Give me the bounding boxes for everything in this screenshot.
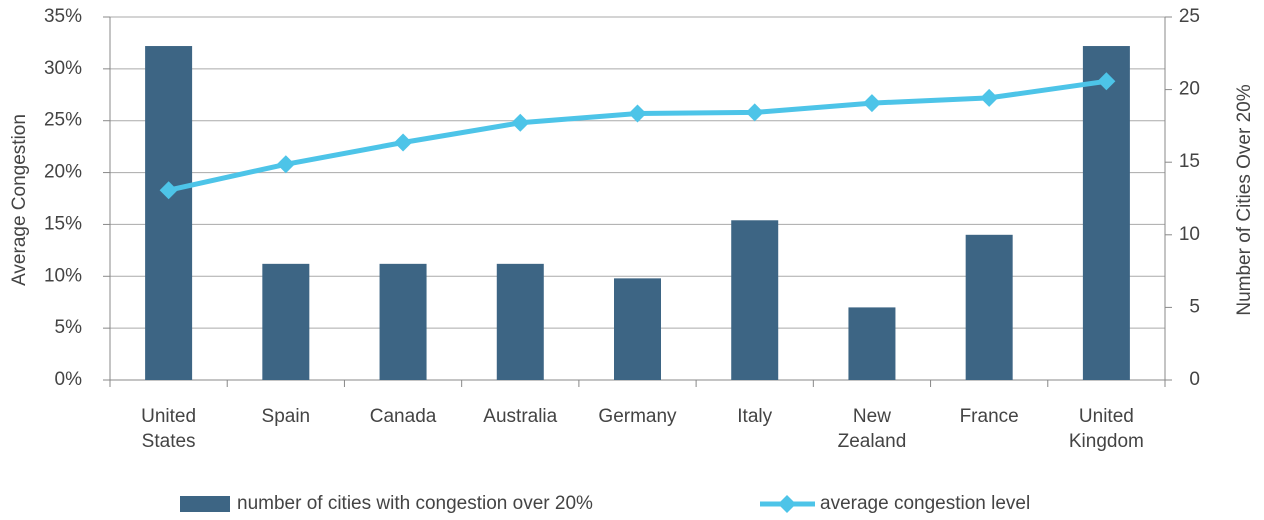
marker <box>628 104 647 123</box>
marker <box>1097 72 1116 91</box>
bar <box>1082 46 1130 380</box>
legend-label: number of cities with congestion over 20… <box>237 493 593 514</box>
x-tick-label: New Zealand <box>837 406 907 452</box>
legend-marker <box>778 495 796 513</box>
y2-tick-label: 0 <box>1189 369 1200 390</box>
marker <box>745 103 764 122</box>
x-tick-label: United States <box>141 406 197 452</box>
line <box>168 78 1107 193</box>
bar <box>262 263 310 380</box>
y2-tick-label: 5 <box>1189 296 1200 317</box>
y-tick-label: 20% <box>44 162 82 183</box>
bar <box>965 234 1013 380</box>
marker <box>159 181 178 200</box>
x-tick-label: Spain <box>261 406 311 427</box>
marker <box>862 94 881 113</box>
y2-tick-label: 15 <box>1179 151 1200 172</box>
x-tick-label: Germany <box>598 406 677 427</box>
bar <box>731 220 779 380</box>
x-tick-label: Italy <box>737 406 773 427</box>
bar <box>496 263 544 380</box>
legend-swatch <box>180 496 230 512</box>
bar <box>145 46 193 380</box>
y-tick-label: 10% <box>44 265 82 286</box>
marker <box>394 133 413 152</box>
y2-axis-title: Number of Cities Over 20% <box>1234 84 1255 315</box>
y-tick-label: 25% <box>44 110 82 131</box>
bar <box>614 278 661 380</box>
marker <box>511 113 530 132</box>
x-tick-label: Australia <box>483 406 558 427</box>
y2-tick-label: 25 <box>1179 6 1200 27</box>
y2-tick-label: 20 <box>1179 79 1200 100</box>
y-tick-label: 30% <box>44 58 82 79</box>
y2-tick-label: 10 <box>1179 224 1200 245</box>
legend-label: average congestion level <box>820 493 1030 514</box>
y-tick-label: 0% <box>55 369 83 390</box>
bar <box>848 307 896 380</box>
y-tick-label: 15% <box>44 213 82 234</box>
x-tick-label: Canada <box>369 406 437 427</box>
y-tick-label: 35% <box>44 6 82 27</box>
x-tick-label: France <box>959 406 1019 427</box>
marker <box>276 155 295 174</box>
y-axis-title: Average Congestion <box>9 114 30 286</box>
bar <box>379 263 427 380</box>
marker <box>980 88 999 107</box>
x-tick-label: United Kingdom <box>1068 406 1144 452</box>
y-tick-label: 5% <box>55 317 83 338</box>
